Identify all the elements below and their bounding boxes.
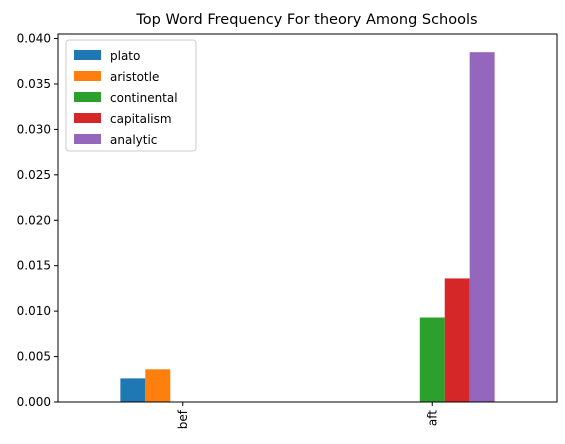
bar-analytic-aft (469, 52, 495, 402)
bar-continental-aft (419, 317, 445, 402)
y-tick-label: 0.005 (17, 350, 51, 364)
plot-frame (57, 33, 558, 403)
bar-capitalism-aft (444, 278, 470, 402)
legend-box (65, 39, 197, 152)
bar-aristotle-bef (145, 369, 171, 402)
x-tick-label: aft (425, 410, 439, 426)
legend-label-capitalism: capitalism (110, 112, 172, 126)
y-tick-label: 0.035 (17, 77, 51, 91)
legend-swatch-aristotle (74, 71, 101, 81)
legend-swatch-plato (74, 50, 101, 60)
x-axis: bef aft (176, 402, 439, 429)
y-tick-label: 0.000 (17, 395, 51, 409)
y-tick-label: 0.020 (17, 213, 51, 227)
y-tick-label: 0.030 (17, 122, 51, 136)
y-tick-label: 0.025 (17, 168, 51, 182)
legend-label-continental: continental (110, 91, 178, 105)
legend-swatch-continental (74, 92, 101, 102)
bar-plato-bef (120, 378, 146, 402)
legend-swatch-capitalism (74, 113, 101, 123)
legend-label-aristotle: aristotle (110, 70, 159, 84)
chart-title: Top Word Frequency For theory Among Scho… (135, 12, 477, 28)
y-tick-label: 0.040 (17, 32, 51, 46)
y-axis: 0.000 0.005 0.010 0.015 0.020 0.025 0.030 0.035… (17, 32, 58, 409)
bars-group (120, 52, 495, 402)
legend-label-analytic: analytic (110, 133, 157, 147)
y-tick-label: 0.010 (17, 304, 51, 318)
x-tick-label: bef (176, 409, 190, 429)
legend-label-plato: plato (110, 49, 140, 63)
legend-swatch-analytic (74, 134, 101, 144)
y-tick-label: 0.015 (17, 259, 51, 273)
legend: plato aristotle continental capitalism analy… (65, 39, 197, 152)
